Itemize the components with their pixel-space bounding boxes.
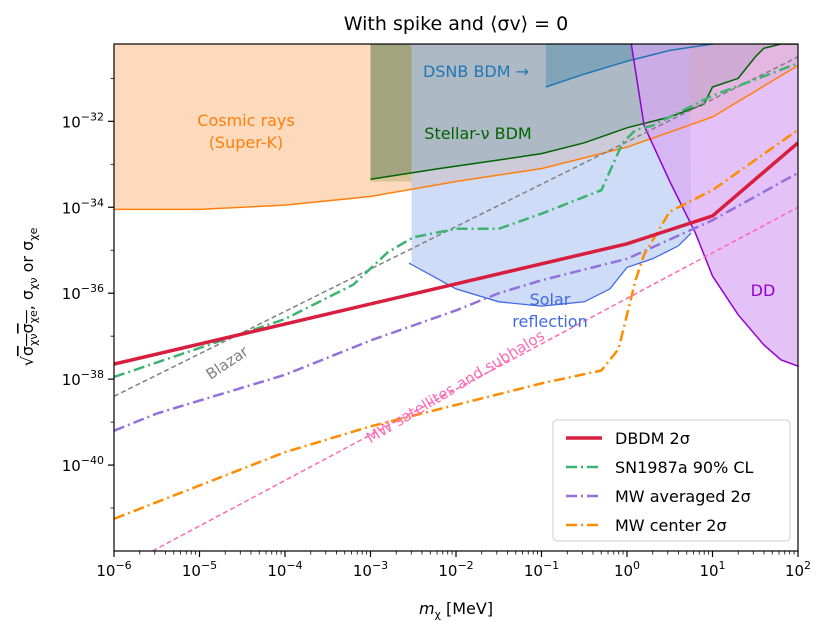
solar-reflection-label-sub: reflection <box>512 312 587 331</box>
x-tick-label: 10−3 <box>353 559 388 580</box>
chart-title: With spike and ⟨σv⟩ = 0 <box>344 13 568 35</box>
dsnb-bdm-label: DSNB BDM → <box>423 62 529 81</box>
legend: DBDM 2σ SN1987a 90% CL MW averaged 2σ MW… <box>552 419 791 542</box>
x-tick-label: 10−6 <box>96 559 131 580</box>
stellar-nu-bdm-label: Stellar-ν BDM <box>424 124 531 143</box>
x-tick-label: 10−4 <box>267 559 302 580</box>
solar-reflection-region <box>411 44 692 307</box>
dsnb-bdm-region <box>545 44 798 87</box>
solar-reflection-label: Solar <box>530 290 571 309</box>
y-axis-ticks: 10−32 10−34 10−36 10−38 10−40 <box>62 77 114 509</box>
x-tick-label: 10−5 <box>182 559 217 580</box>
x-tick-label: 10−2 <box>438 559 473 580</box>
x-tick-label: 101 <box>699 559 725 580</box>
stellar-nu-bdm-boundary <box>370 44 798 181</box>
x-axis-label: mχ [MeV] <box>419 599 493 621</box>
legend-label-mw-center: MW center 2σ <box>615 516 727 535</box>
x-tick-label: 10−1 <box>524 559 559 580</box>
y-tick-label: 10−38 <box>62 368 104 389</box>
cosmic-rays-boundary <box>114 64 798 211</box>
x-axis-ticks: 10−6 10−5 10−4 10−3 10−2 10−1 100 101 102 <box>96 551 811 580</box>
blazar-line <box>114 56 798 397</box>
cosmic-rays-shade-band <box>370 44 412 182</box>
sn1987a-line <box>114 62 798 379</box>
cosmic-rays-label-sub: (Super-K) <box>209 133 284 152</box>
x-tick-label: 100 <box>614 559 640 580</box>
dbdm-line <box>114 141 798 366</box>
legend-box <box>552 419 791 542</box>
x-tick-label: 102 <box>785 559 811 580</box>
mw-satellites-line <box>152 206 798 551</box>
y-tick-label: 10−34 <box>62 196 104 217</box>
y-tick-label: 10−36 <box>62 282 104 303</box>
legend-label-mw-averaged: MW averaged 2σ <box>615 487 751 506</box>
dsnb-bdm-boundary <box>545 44 721 88</box>
y-tick-label: 10−32 <box>62 110 104 131</box>
solar-reflection-boundary <box>408 232 692 307</box>
y-tick-label: 10−40 <box>62 454 104 475</box>
mw-satellites-label: MW satellites and subhalos <box>363 326 548 447</box>
cosmic-rays-label: Cosmic rays <box>197 111 294 130</box>
dd-label: DD <box>751 281 776 300</box>
legend-label-sn1987a: SN1987a 90% CL <box>615 458 754 477</box>
direct-detection-region <box>631 44 798 367</box>
mw-averaged-line <box>114 171 798 432</box>
y-axis-label: √σχνσχe, σχν or σχe <box>18 227 40 366</box>
direct-detection-boundary <box>630 44 798 367</box>
legend-label-dbdm: DBDM 2σ <box>615 429 690 448</box>
